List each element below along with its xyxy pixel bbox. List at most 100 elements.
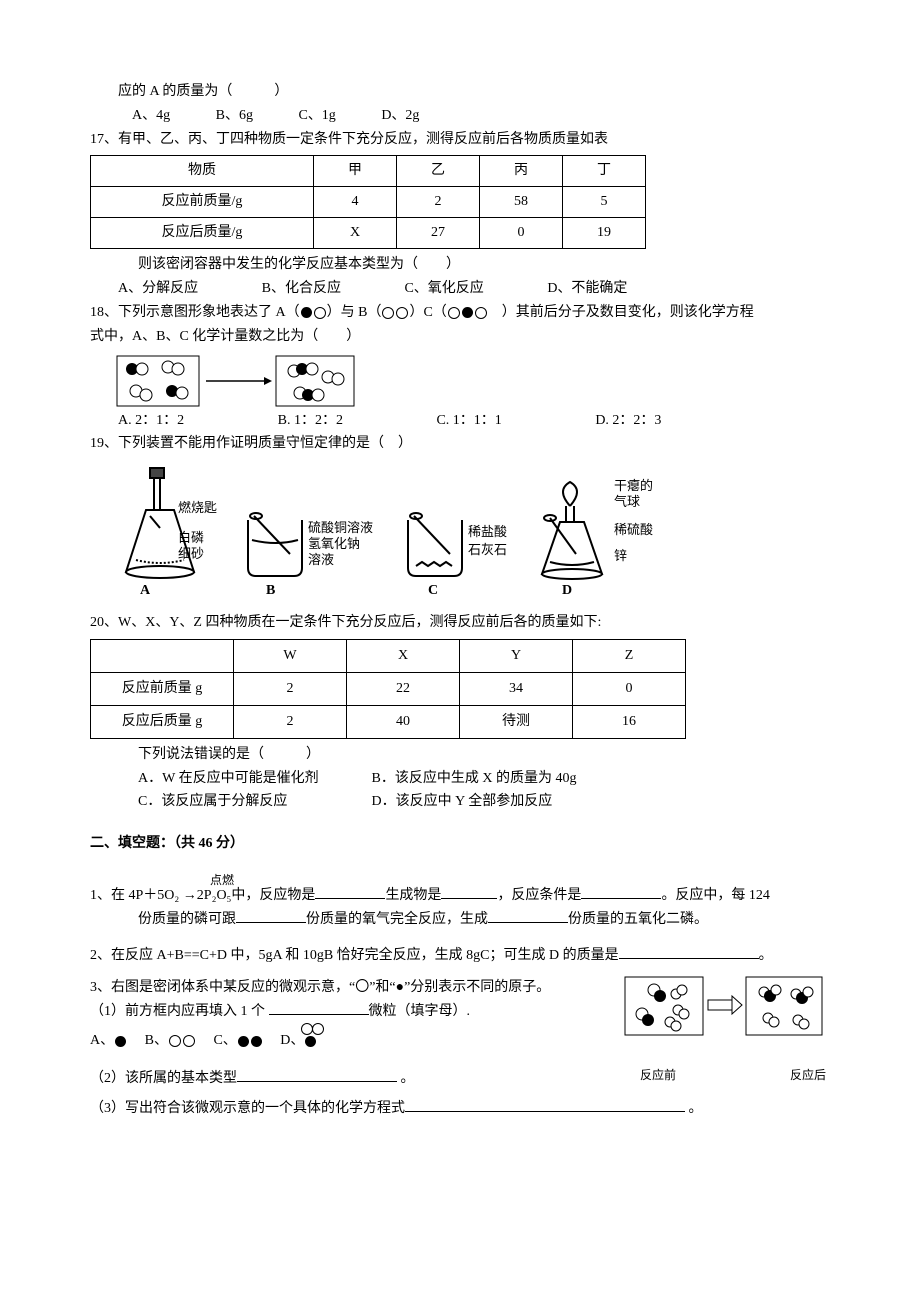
q18-stem-b: ）与 B（ <box>327 305 382 320</box>
fill1-line1: 1、在 4P＋5O₂ →2P₂O₅中，反应物是生成物是，反应条件是。反应中，每 … <box>90 884 830 908</box>
table-cell: 5 <box>563 187 646 218</box>
table-cell: 19 <box>563 218 646 249</box>
q18-opt-b: B. 1：2：2 <box>278 409 343 433</box>
fill1-blank2[interactable] <box>441 884 497 899</box>
section2-title: 二、填空题：（共 46 分） <box>90 832 830 856</box>
svg-text:D: D <box>562 583 572 598</box>
q17-opt-d: D、不能确定 <box>547 277 627 301</box>
fill3-p1b: 微粒（填字母）. <box>369 1004 471 1019</box>
molecule-b-white1 <box>382 307 394 319</box>
q19-d-label1: 干瘪的 <box>614 478 653 493</box>
q20-opts-row2: C．该反应属于分解反应 D．该反应中 Y 全部参加反应 <box>90 790 830 814</box>
table-header: X <box>347 639 460 672</box>
q19-b-label2: 氢氧化钠 <box>308 536 360 551</box>
q19-d-label4: 锌 <box>614 548 627 563</box>
q19-diagram: 燃烧匙 白磷 细砂 A 硫酸铜溶液 氢氧化钠 溶液 B 稀盐酸 石灰石 C 干瘪… <box>116 460 830 609</box>
q18-opt-a: A. 2：1：2 <box>118 409 184 433</box>
q19-d-label3: 稀硫酸 <box>614 522 653 537</box>
q18-opt-c: C. 1：1：1 <box>436 409 501 433</box>
fill3-opt-a-label: A、 <box>90 1033 114 1048</box>
fill3-blank3[interactable] <box>405 1097 685 1112</box>
molecule-c-white <box>448 307 460 319</box>
fill2: 2、在反应 A+B==C+D 中，5gA 和 10gB 恰好完全反应，生成 8g… <box>90 944 830 968</box>
fill3-blank1[interactable] <box>269 1000 369 1015</box>
q20-opts-row1: A．W 在反应中可能是催化剂 B．该反应中生成 X 的质量为 40g <box>90 767 830 791</box>
table-cell: 2 <box>234 705 347 738</box>
q17-stem: 17、有甲、乙、丙、丁四种物质一定条件下充分反应，测得反应前后各物质质量如表 <box>90 128 830 152</box>
table-row: 反应前质量 g222340 <box>91 672 686 705</box>
molecule-a-black <box>301 307 312 318</box>
q18-options: A. 2：1：2 B. 1：2：2 C. 1：1：1 D. 2：2：3 <box>90 409 830 433</box>
molecule-c-white2 <box>475 307 487 319</box>
fill2-blank[interactable] <box>619 944 759 959</box>
molecule-b-white2 <box>396 307 408 319</box>
table-row: 反应后质量 g240待测16 <box>91 705 686 738</box>
table-header: 甲 <box>314 156 397 187</box>
q20-sub: 下列说法错误的是（ ） <box>90 743 830 767</box>
molecule-c-black <box>462 307 473 318</box>
fill1-g: 份质量的五氧化二磷。 <box>568 912 708 927</box>
fill3-opt-c-label: C、 <box>199 1033 236 1048</box>
table-cell: 27 <box>397 218 480 249</box>
table-cell: 0 <box>573 672 686 705</box>
q20-opt-d: D．该反应中 Y 全部参加反应 <box>372 794 553 809</box>
fill1-blank4[interactable] <box>236 908 306 923</box>
table-row: 反应前质量/g42585 <box>91 187 646 218</box>
q18-diagram <box>116 355 830 407</box>
fill3-p2b: 。 <box>397 1071 415 1086</box>
molecule-a-white <box>314 307 326 319</box>
fill2-b: 。 <box>759 948 773 963</box>
table-cell: 0 <box>480 218 563 249</box>
q20-table: WXYZ反应前质量 g222340反应后质量 g240待测16 <box>90 639 686 739</box>
svg-text:A: A <box>140 583 151 598</box>
fill1-c: ，反应条件是 <box>497 888 581 903</box>
q16-opt-d: D、2g <box>381 104 419 128</box>
fill3-p3b: 。 <box>685 1101 703 1116</box>
table-header: 丁 <box>563 156 646 187</box>
table-cell: 34 <box>460 672 573 705</box>
q17-sub: 则该密闭容器中发生的化学反应基本类型为（ ） <box>90 253 830 277</box>
q16-options: A、4g B、6g C、1g D、2g <box>90 104 830 128</box>
table-cell: 22 <box>347 672 460 705</box>
svg-text:C: C <box>428 583 438 598</box>
q19-b-label1: 硫酸铜溶液 <box>308 520 373 535</box>
q19-a-label1: 燃烧匙 <box>178 500 217 515</box>
q17-table: 物质甲乙丙丁反应前质量/g42585反应后质量/gX27019 <box>90 155 646 249</box>
table-cell: 16 <box>573 705 686 738</box>
table-cell: 反应前质量/g <box>91 187 314 218</box>
fill1-blank1[interactable] <box>315 884 385 899</box>
fill3-opt-b-label: B、 <box>131 1033 168 1048</box>
fill3-block: 3、右图是密闭体系中某反应的微观示意，“〇”和“●”分别表示不同的原子。 （1）… <box>90 976 830 1053</box>
fill1-b: 生成物是 <box>385 888 441 903</box>
q19-b-label3: 溶液 <box>308 552 334 567</box>
q17-opt-b: B、化合反应 <box>262 277 341 301</box>
table-cell: X <box>314 218 397 249</box>
q16-opt-b: B、6g <box>216 104 253 128</box>
table-cell: 反应后质量/g <box>91 218 314 249</box>
table-header: 物质 <box>91 156 314 187</box>
fill3-p3: （3）写出符合该微观示意的一个具体的化学方程式 。 <box>90 1097 830 1121</box>
table-header <box>91 639 234 672</box>
fill1-blank3[interactable] <box>581 884 661 899</box>
table-header: Z <box>573 639 686 672</box>
opt-b-icon1 <box>169 1035 181 1047</box>
fill3-opt-d-label: D、 <box>266 1033 304 1048</box>
q16-opt-a: A、4g <box>132 104 170 128</box>
table-cell: 2 <box>234 672 347 705</box>
fill3-blank2[interactable] <box>237 1067 397 1082</box>
table-cell: 待测 <box>460 705 573 738</box>
q18-opt-d: D. 2：2：3 <box>595 409 661 433</box>
q19-stem: 19、下列装置不能用作证明质量守恒定律的是（ ） <box>90 432 830 456</box>
fill3-p2a: （2）该所属的基本类型 <box>90 1071 237 1086</box>
opt-c-icon2 <box>251 1036 262 1047</box>
fill1-blank5[interactable] <box>488 908 568 923</box>
q18-stem-line1: 18、下列示意图形象地表达了 A（）与 B（）C（ ）其前后分子及数目变化，则该… <box>90 301 830 325</box>
q19-a-label2: 白磷 <box>178 530 204 545</box>
table-header: Y <box>460 639 573 672</box>
q19-d-label2: 气球 <box>614 494 640 509</box>
q17-opt-a: A、分解反应 <box>118 277 198 301</box>
q20-stem: 20、W、X、Y、Z 四种物质在一定条件下充分反应后，测得反应前后各的质量如下: <box>90 611 830 635</box>
fill2-a: 2、在反应 A+B==C+D 中，5gA 和 10gB 恰好完全反应，生成 8g… <box>90 948 619 963</box>
q18-stem-d: ）其前后分子及数目变化，则该化学方程 <box>488 305 754 320</box>
fill3-before-label: 反应前 <box>640 1065 676 1085</box>
